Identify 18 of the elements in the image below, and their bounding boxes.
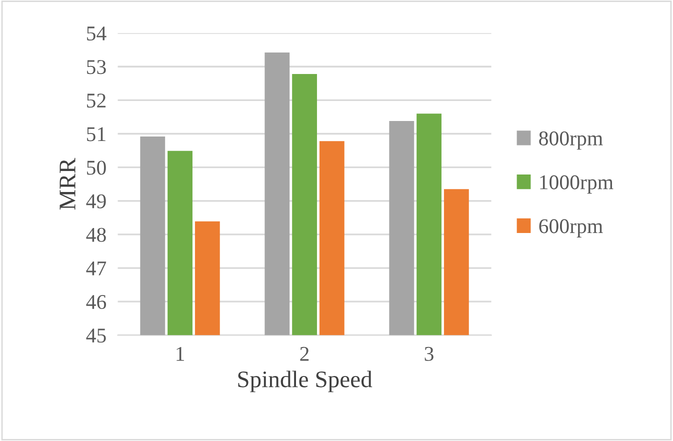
y-tick-label: 47 xyxy=(86,262,106,276)
y-tick-label: 54 xyxy=(87,26,106,41)
y-tick-label: 48 xyxy=(86,228,106,242)
y-axis-title: MRR xyxy=(60,158,76,210)
y-tick-label: 46 xyxy=(86,295,106,310)
x-tick-label: 3 xyxy=(424,346,434,361)
legend-label: 600rpm xyxy=(539,219,603,238)
y-tick-label: 53 xyxy=(87,60,106,74)
x-axis-title: Spindle Speed xyxy=(238,370,372,392)
x-tick-label: 2 xyxy=(300,346,309,361)
y-tick-label: 49 xyxy=(86,194,106,208)
y-tick-label: 45 xyxy=(86,328,106,343)
y-tick-label: 50 xyxy=(87,160,106,175)
legend-label: 800rpm xyxy=(539,131,603,150)
y-tick-label: 51 xyxy=(87,127,106,142)
y-tick-label: 52 xyxy=(87,94,106,108)
x-tick-label: 1 xyxy=(176,346,184,361)
legend-label: 1000rpm xyxy=(540,175,614,194)
